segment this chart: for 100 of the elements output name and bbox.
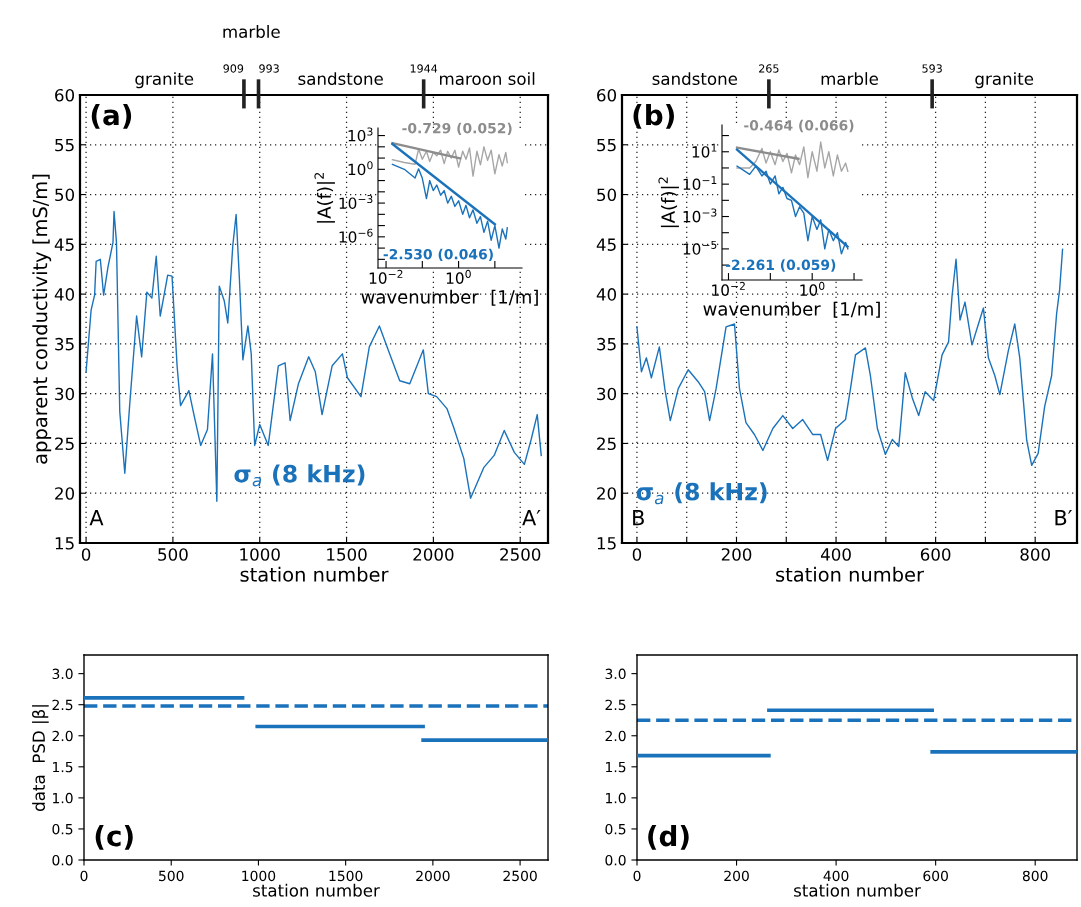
annotation: A xyxy=(89,510,104,526)
x-tick-label: 200 xyxy=(724,870,749,882)
y-tick-label: 30 xyxy=(597,387,617,401)
ref-line-label: 993 xyxy=(259,64,279,73)
x-tick-label: 0 xyxy=(81,548,91,561)
y-axis-title: |A(f)|$^{2}$ xyxy=(314,172,335,223)
y-tick-label: 10$^{3}$ xyxy=(348,127,373,142)
x-tick-label: 500 xyxy=(158,548,188,561)
x-tick-label: 600 xyxy=(923,870,948,882)
y-tick-label: 1.5 xyxy=(53,761,73,773)
x-axis-title: station number xyxy=(253,883,380,897)
y-tick-label: 15 xyxy=(55,537,74,550)
annotation: (c) xyxy=(95,824,133,850)
x-axis-title: wavenumber [1/m] xyxy=(703,301,880,318)
y-tick-label: 60 xyxy=(55,88,75,102)
x-tick-label: 1500 xyxy=(327,548,367,561)
y-tick-label: 0.0 xyxy=(52,854,73,866)
y-axis-title: data PSD |β| xyxy=(32,705,49,811)
y-tick-label: 35 xyxy=(597,337,616,351)
y-tick-label: 10$^{−3}$ xyxy=(339,194,373,209)
y-tick-label: 55 xyxy=(597,138,616,152)
series-label: -0.464 (0.066) xyxy=(744,119,854,133)
annotation: A′ xyxy=(522,510,541,526)
y-tick-label: 25 xyxy=(597,437,616,451)
series-label: σ$_{a}$ (8 kHz) xyxy=(234,464,365,487)
series-label: -0.729 (0.052) xyxy=(402,122,512,136)
annotation: B xyxy=(633,510,644,526)
y-tick-label: 2.5 xyxy=(52,699,73,711)
text: granite xyxy=(975,72,1034,89)
y-tick-label: 3.0 xyxy=(605,668,626,680)
y-tick-label: 1.0 xyxy=(53,792,73,804)
x-tick-label: 400 xyxy=(820,548,851,561)
x-tick-label: 0 xyxy=(632,548,642,561)
y-axis-title: apparent conductivity [mS/m] xyxy=(32,174,52,464)
y-tick-label: 10$^{−6}$ xyxy=(339,228,373,243)
x-tick-label: 0 xyxy=(80,870,88,882)
text: maroon soil xyxy=(440,72,535,86)
series-label: -2.530 (0.046) xyxy=(383,248,493,262)
y-tick-label: 10$^{−1}$ xyxy=(683,176,717,191)
ref-line-label: 909 xyxy=(223,64,244,73)
y-tick-label: 10$^{−5}$ xyxy=(683,240,717,255)
x-tick-label: 10$^{−2}$ xyxy=(712,281,745,296)
text: marble xyxy=(821,72,878,86)
y-tick-label: 3.0 xyxy=(52,668,73,680)
y-tick-label: 40 xyxy=(54,288,75,301)
ref-line-label: 593 xyxy=(922,64,942,73)
x-axis-title: station number xyxy=(240,566,389,582)
annotation: B′ xyxy=(1055,510,1072,526)
x-tick-label: 1500 xyxy=(329,870,363,882)
y-tick-label: 2.0 xyxy=(605,730,626,742)
y-tick-label: 60 xyxy=(597,88,617,102)
y-tick-label: 10$^{0}$ xyxy=(348,161,373,176)
series-label: σ$_{a}$ (8 kHz) xyxy=(636,482,767,505)
x-tick-label: 2500 xyxy=(500,548,541,561)
y-tick-label: 45 xyxy=(596,238,616,251)
text: marble xyxy=(223,25,280,39)
ref-line-label: 1944 xyxy=(410,64,438,73)
y-tick-label: 0.0 xyxy=(605,854,626,866)
x-tick-label: 1000 xyxy=(240,548,280,561)
y-tick-label: 30 xyxy=(55,387,75,401)
y-tick-label: 0.5 xyxy=(605,823,626,835)
y-tick-label: 50 xyxy=(597,188,617,202)
text: sandstone xyxy=(652,72,738,86)
x-tick-label: 400 xyxy=(823,870,849,882)
text: sandstone xyxy=(298,72,383,86)
x-tick-label: 1000 xyxy=(242,870,276,882)
annotation: (b) xyxy=(633,103,674,129)
y-tick-label: 10$^{−3}$ xyxy=(683,208,717,223)
y-tick-label: 35 xyxy=(55,337,74,351)
annotation: (a) xyxy=(91,103,132,129)
y-tick-label: 2.5 xyxy=(605,699,626,711)
y-tick-label: 50 xyxy=(55,188,75,202)
x-tick-label: 600 xyxy=(920,548,951,561)
y-tick-label: 2.0 xyxy=(52,730,73,742)
y-tick-label: 1.0 xyxy=(606,792,626,804)
y-tick-label: 20 xyxy=(597,487,617,500)
annotation: (d) xyxy=(648,824,689,850)
series-label: -2.261 (0.059) xyxy=(725,259,836,272)
ref-line-label: 265 xyxy=(759,64,779,73)
y-tick-label: 55 xyxy=(55,138,74,152)
y-tick-label: 0.5 xyxy=(52,823,73,835)
y-tick-label: 20 xyxy=(55,487,75,500)
x-axis-title: wavenumber [1/m] xyxy=(361,289,538,306)
y-axis-title: |A(f)|$^{2}$ xyxy=(658,177,679,228)
x-tick-label: 800 xyxy=(1020,548,1050,561)
y-tick-label: 25 xyxy=(55,437,74,451)
x-axis-title: station number xyxy=(776,566,924,582)
x-tick-label: 200 xyxy=(721,548,752,561)
text: granite xyxy=(135,72,194,89)
y-tick-label: 1.5 xyxy=(606,761,626,773)
x-tick-label: 0 xyxy=(633,870,641,882)
y-tick-label: 40 xyxy=(596,288,617,301)
x-tick-label: 500 xyxy=(159,870,184,882)
y-tick-label: 45 xyxy=(54,238,74,251)
x-tick-label: 2500 xyxy=(503,870,537,882)
x-axis-title: station number xyxy=(794,883,921,897)
x-tick-label: 10$^{−2}$ xyxy=(369,269,403,284)
x-tick-label: 800 xyxy=(1022,870,1048,882)
x-tick-label: 2000 xyxy=(413,548,454,561)
x-tick-label: 2000 xyxy=(416,870,450,882)
